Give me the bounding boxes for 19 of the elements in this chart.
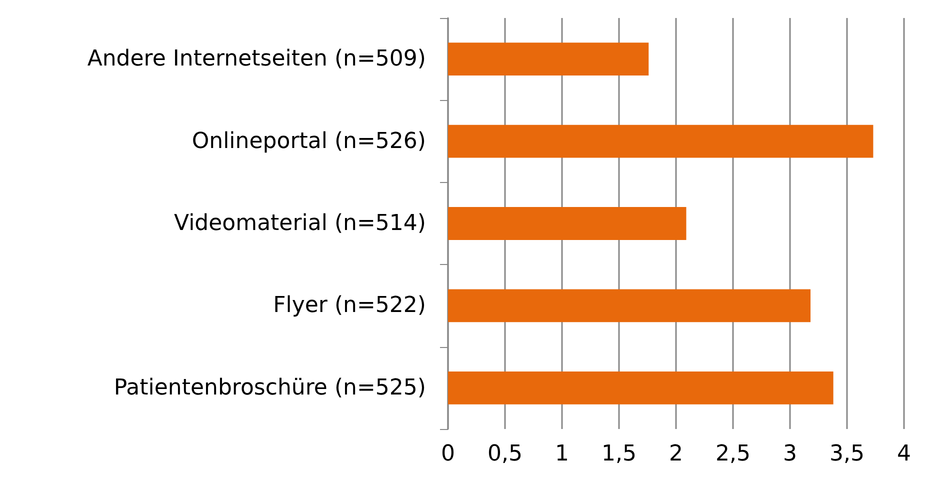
- bar: [448, 124, 874, 158]
- x-tick-label: 2: [669, 442, 683, 466]
- x-tick-label: 0,5: [488, 442, 522, 466]
- y-tick-label: Patientenbroschüre (n=525): [114, 375, 426, 400]
- x-tick-label: 3,5: [830, 442, 864, 466]
- x-tick-label: 0: [441, 442, 455, 466]
- bar: [448, 42, 649, 76]
- x-tick-label: 1,5: [602, 442, 636, 466]
- bar: [448, 371, 834, 404]
- y-tick-label: Flyer (n=522): [273, 293, 426, 318]
- x-tick-label: 3: [783, 442, 797, 466]
- bar: [448, 289, 811, 322]
- x-tick-label: 2,5: [716, 442, 750, 466]
- y-tick-label: Andere Internetseiten (n=509): [87, 46, 426, 72]
- x-tick-label: 1: [555, 442, 569, 466]
- y-tick-label: Onlineportal (n=526): [192, 128, 426, 154]
- x-tick-label: 4: [897, 442, 911, 466]
- bar: [448, 207, 686, 240]
- y-tick-label: Videomaterial (n=514): [174, 211, 426, 236]
